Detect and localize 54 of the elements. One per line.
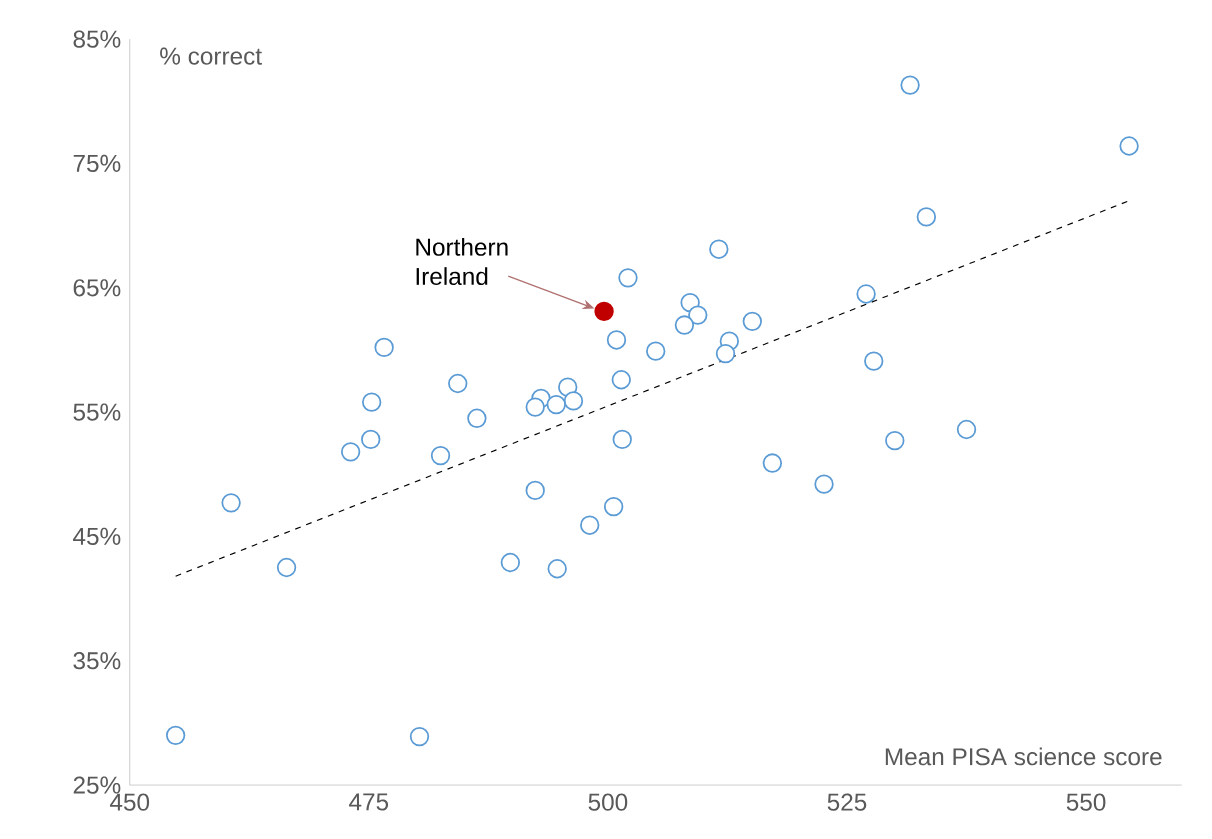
point bbox=[409, 726, 430, 747]
point bbox=[606, 330, 627, 350]
y-axis-title: % correct bbox=[160, 47, 262, 65]
point bbox=[916, 207, 937, 227]
point bbox=[547, 559, 567, 579]
point bbox=[594, 301, 614, 322]
point bbox=[715, 344, 736, 364]
point bbox=[900, 75, 920, 95]
point bbox=[500, 552, 521, 573]
point bbox=[688, 305, 708, 325]
x-tick-label: 550 bbox=[1066, 793, 1106, 811]
point bbox=[276, 557, 297, 578]
point bbox=[646, 341, 666, 361]
point bbox=[525, 480, 545, 501]
point bbox=[448, 373, 468, 394]
point bbox=[221, 493, 241, 513]
point bbox=[1119, 136, 1139, 156]
point bbox=[546, 395, 566, 415]
y-tick-label: 35% bbox=[73, 652, 121, 670]
point bbox=[856, 284, 876, 304]
point bbox=[611, 370, 631, 390]
y-tick-label: 45% bbox=[73, 527, 121, 546]
point bbox=[165, 725, 186, 746]
x-tick-label: 525 bbox=[827, 793, 867, 811]
point bbox=[864, 351, 884, 371]
x-tick-label: 450 bbox=[109, 793, 150, 811]
text: Northern Ireland bbox=[416, 238, 508, 286]
point bbox=[362, 392, 382, 412]
point bbox=[885, 431, 905, 451]
point bbox=[603, 496, 624, 517]
point bbox=[580, 515, 600, 535]
x-axis-title: Mean PISA science score bbox=[885, 747, 1162, 766]
point bbox=[742, 311, 762, 332]
point bbox=[525, 397, 545, 417]
point bbox=[618, 268, 638, 288]
point bbox=[430, 445, 451, 466]
y-tick-label: 75% bbox=[73, 154, 121, 173]
x-tick-label: 475 bbox=[349, 793, 389, 811]
point bbox=[340, 442, 361, 462]
y-tick-label: 55% bbox=[73, 403, 121, 421]
point bbox=[563, 391, 584, 411]
point bbox=[709, 239, 729, 259]
x-tick-label: 500 bbox=[588, 793, 628, 811]
point bbox=[674, 315, 695, 335]
y-tick-label: 85% bbox=[73, 30, 121, 48]
point bbox=[762, 453, 783, 473]
point bbox=[814, 474, 834, 494]
point bbox=[374, 337, 394, 358]
y-tick-label: 65% bbox=[73, 279, 121, 297]
point bbox=[956, 419, 977, 440]
point bbox=[361, 429, 381, 450]
point bbox=[612, 429, 632, 450]
y-tick-label: 25% bbox=[73, 776, 121, 794]
point bbox=[467, 408, 487, 429]
